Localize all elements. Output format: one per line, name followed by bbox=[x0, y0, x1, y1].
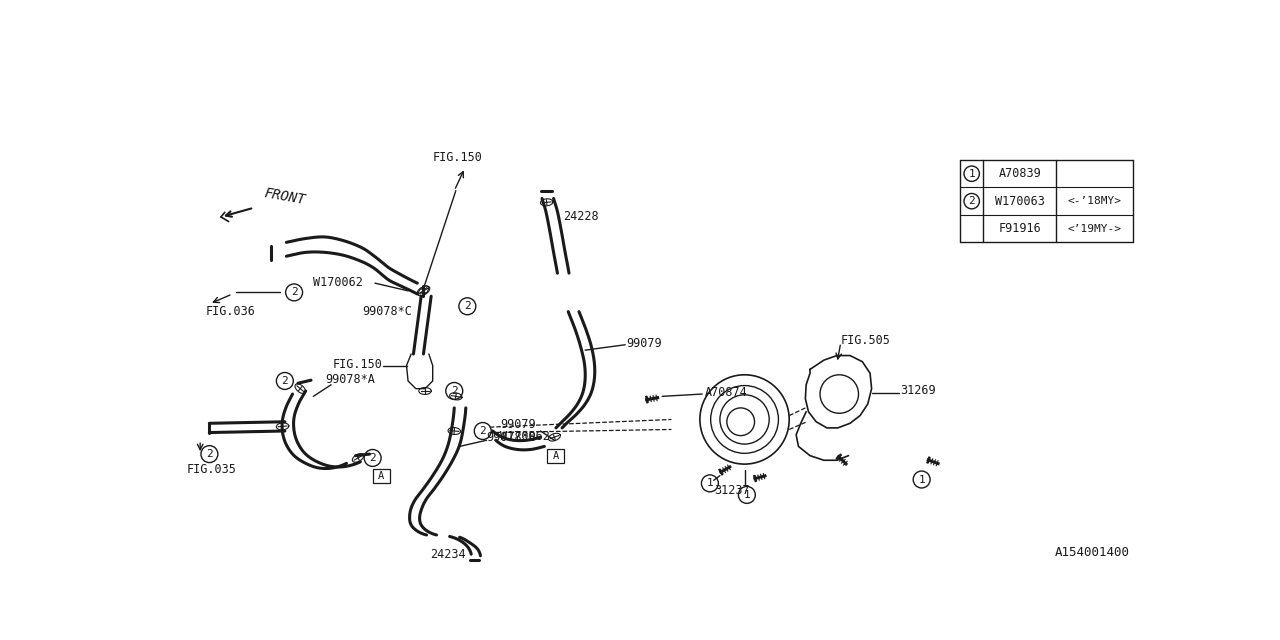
Text: 99078*C: 99078*C bbox=[362, 305, 412, 318]
Text: A: A bbox=[378, 470, 384, 481]
Text: FRONT: FRONT bbox=[264, 186, 307, 207]
Text: 2: 2 bbox=[369, 453, 376, 463]
Text: 31237: 31237 bbox=[714, 484, 749, 497]
Text: <’19MY->: <’19MY-> bbox=[1068, 223, 1121, 234]
Text: 1: 1 bbox=[918, 474, 925, 484]
Text: 2: 2 bbox=[451, 386, 458, 396]
Text: A: A bbox=[553, 451, 559, 461]
Text: 1: 1 bbox=[744, 490, 750, 500]
Text: 24228: 24228 bbox=[563, 211, 599, 223]
Text: FIG.035: FIG.035 bbox=[187, 463, 237, 476]
Text: F91916: F91916 bbox=[998, 222, 1041, 235]
Text: 99079: 99079 bbox=[627, 337, 662, 349]
Text: 1: 1 bbox=[707, 478, 713, 488]
Text: 2: 2 bbox=[969, 196, 975, 206]
Text: <-’18MY>: <-’18MY> bbox=[1068, 196, 1121, 206]
Text: 1: 1 bbox=[969, 169, 975, 179]
Text: FIG.505: FIG.505 bbox=[841, 333, 891, 347]
Text: 2: 2 bbox=[291, 287, 297, 298]
Text: 2: 2 bbox=[463, 301, 471, 311]
Text: 2: 2 bbox=[480, 426, 486, 436]
Text: 2: 2 bbox=[206, 449, 212, 459]
Text: 2: 2 bbox=[282, 376, 288, 386]
Text: FIG.150: FIG.150 bbox=[433, 151, 483, 164]
Text: FIG.036: FIG.036 bbox=[206, 305, 256, 318]
Text: A154001400: A154001400 bbox=[1055, 546, 1129, 559]
Text: 24234: 24234 bbox=[430, 548, 466, 561]
Text: W170062: W170062 bbox=[314, 276, 364, 289]
Text: 99078*A: 99078*A bbox=[325, 373, 375, 386]
Text: 31269: 31269 bbox=[900, 385, 936, 397]
Text: 99078*B: 99078*B bbox=[486, 431, 536, 444]
Text: A70839: A70839 bbox=[998, 167, 1041, 180]
Text: W170062: W170062 bbox=[500, 430, 550, 443]
Text: W170063: W170063 bbox=[995, 195, 1044, 207]
Text: FIG.150: FIG.150 bbox=[333, 358, 383, 371]
Text: 99079: 99079 bbox=[500, 419, 536, 431]
Text: A70874: A70874 bbox=[704, 386, 748, 399]
